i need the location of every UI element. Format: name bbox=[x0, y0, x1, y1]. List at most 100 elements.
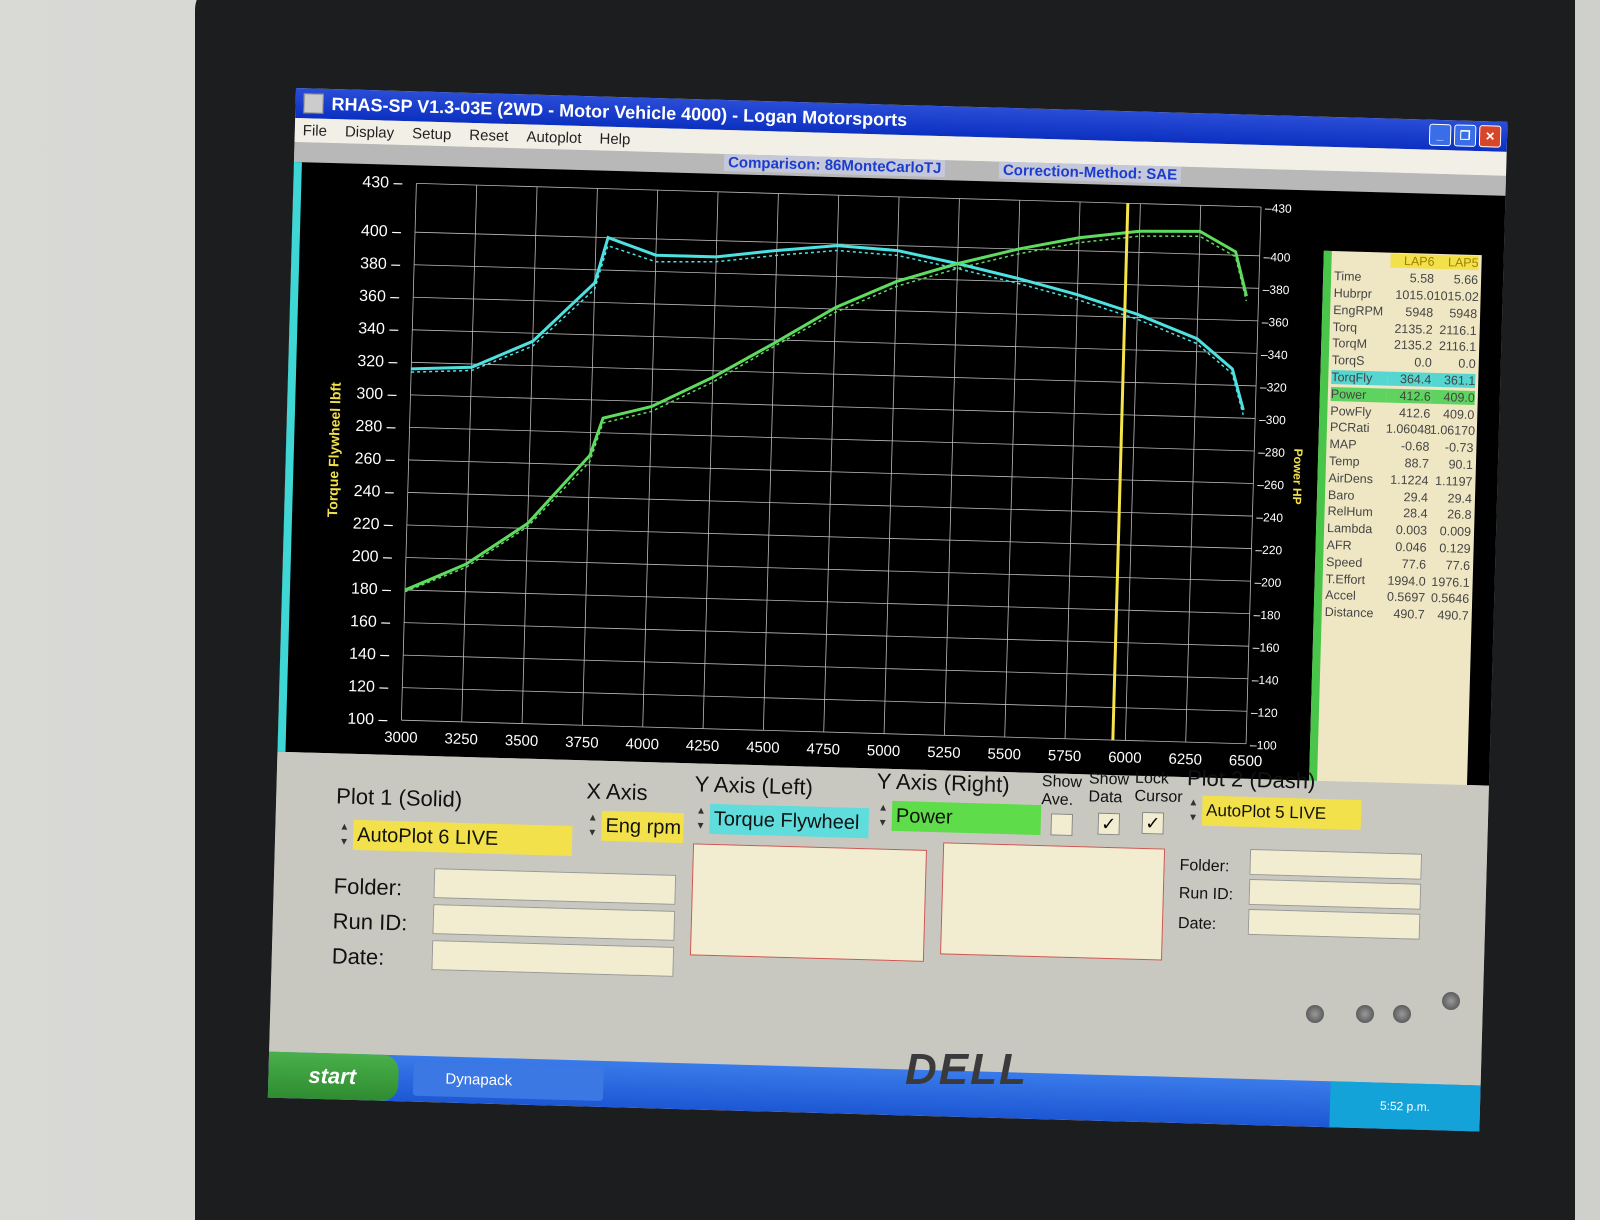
x-tick-label: 4250 bbox=[686, 737, 720, 755]
y-axis-left-spinner[interactable]: ▲ ▼ bbox=[695, 805, 707, 832]
plot1-select[interactable]: AutoPlot 6 LIVE bbox=[352, 819, 573, 856]
grid-line-y bbox=[414, 264, 1259, 289]
row-value: 29.4 bbox=[1403, 489, 1429, 505]
x-tick-label: 5000 bbox=[867, 742, 901, 760]
y-axis-right-spinner[interactable]: ▲ ▼ bbox=[877, 802, 889, 829]
grid-line-x bbox=[1004, 200, 1021, 738]
show-ave-checkbox[interactable] bbox=[1050, 813, 1074, 836]
row-label: Lambda bbox=[1326, 521, 1373, 537]
menu-help[interactable]: Help bbox=[599, 129, 631, 148]
plot2-date-field[interactable] bbox=[1247, 908, 1421, 940]
x-axis-select[interactable]: Eng rpm bbox=[601, 810, 684, 844]
row-value: 2116.1 bbox=[1438, 339, 1477, 355]
row-label: Power bbox=[1330, 386, 1388, 403]
x-tick-label: 3500 bbox=[505, 732, 539, 750]
y-right-tick-label: –120 bbox=[1251, 705, 1278, 720]
cursor-line[interactable] bbox=[1111, 203, 1130, 741]
minimize-button[interactable]: _ bbox=[1428, 123, 1452, 147]
close-button[interactable]: ✕ bbox=[1478, 125, 1502, 148]
power-button[interactable] bbox=[1442, 992, 1460, 1010]
plot2-label: Plot 2 (Dash) bbox=[1186, 765, 1316, 794]
grid-line-x bbox=[642, 190, 659, 727]
x-tick-label: 3250 bbox=[444, 730, 478, 748]
y-left-tick-label: 400 – bbox=[361, 223, 402, 241]
grid-line-y bbox=[416, 182, 1262, 208]
grid-line-y bbox=[408, 459, 1254, 484]
plot2-select[interactable]: AutoPlot 5 LIVE bbox=[1201, 795, 1362, 831]
row-value: 5.58 bbox=[1409, 271, 1435, 287]
show-data-checkbox[interactable]: ✓ bbox=[1097, 812, 1121, 836]
grid-line-x bbox=[883, 196, 900, 734]
grid-line-x bbox=[400, 183, 417, 721]
row-value: 0.129 bbox=[1439, 541, 1471, 556]
y-left-tick-label: 220 – bbox=[353, 515, 394, 533]
y-left-tick-label: 300 – bbox=[356, 385, 397, 403]
y-right-tick-label: –100 bbox=[1250, 738, 1277, 753]
row-label: TorqM bbox=[1332, 336, 1368, 352]
menu-display[interactable]: Display bbox=[344, 122, 395, 142]
plot2-runid-field[interactable] bbox=[1248, 878, 1422, 910]
dyno-chart[interactable]: 3000 3250 3500 3750 4000 4250 4500 4750 5000 5250… bbox=[285, 162, 1311, 780]
dell-logo: DELL bbox=[905, 1045, 1028, 1094]
y-right-tick-label: –220 bbox=[1255, 543, 1282, 558]
row-value: -0.73 bbox=[1444, 440, 1474, 456]
grid-line-x bbox=[823, 195, 840, 732]
row-value: 1994.0 bbox=[1387, 573, 1426, 589]
lock-cursor-checkbox[interactable]: ✓ bbox=[1141, 811, 1165, 835]
x-tick-label: 6500 bbox=[1229, 752, 1263, 770]
plot1-date-field[interactable] bbox=[431, 940, 675, 977]
plot1-spinner[interactable]: ▲ ▼ bbox=[338, 821, 350, 848]
screen: RHAS-SP V1.3-03E (2WD - Motor Vehicle 40… bbox=[267, 88, 1508, 1132]
y-axis-left-select[interactable]: Torque Flywheel bbox=[709, 803, 870, 839]
row-value: 490.7 bbox=[1393, 606, 1425, 622]
taskbar-item-dynapack[interactable]: Dynapack bbox=[412, 1061, 604, 1101]
plot2-folder-field[interactable] bbox=[1249, 848, 1423, 880]
plot1-folder-field[interactable] bbox=[433, 868, 677, 905]
row-value: 409.0 bbox=[1430, 389, 1476, 405]
grid-line-y bbox=[406, 524, 1252, 549]
y-axis-right-select[interactable]: Power bbox=[891, 800, 1042, 836]
y-left-tick-label: 240 – bbox=[353, 483, 394, 501]
row-label: TorqFly bbox=[1331, 369, 1388, 386]
row-value: 0.5697 bbox=[1386, 589, 1426, 606]
row-value: 5948 bbox=[1405, 304, 1434, 320]
y-right-tick-label: –300 bbox=[1259, 413, 1286, 428]
maximize-button[interactable]: ❐ bbox=[1453, 124, 1477, 147]
row-value: 90.1 bbox=[1448, 457, 1474, 472]
grid-line-y bbox=[404, 622, 1249, 647]
y-left-axis-title: Torque Flywheel lbft bbox=[324, 382, 344, 518]
x-tick-label: 3000 bbox=[384, 729, 418, 747]
grid-line-y bbox=[415, 231, 1260, 257]
show-ave-label: Show Ave. bbox=[1041, 773, 1083, 809]
plot1-runid-field[interactable] bbox=[432, 904, 676, 941]
row-value: LAP6 bbox=[1390, 254, 1435, 270]
plot2-runid-label: Run ID: bbox=[1178, 884, 1234, 904]
plot1-date-label: Date: bbox=[331, 943, 385, 970]
x-axis-spinner[interactable]: ▲ ▼ bbox=[587, 812, 598, 839]
row-label: TorqS bbox=[1331, 353, 1365, 369]
plot2-spinner[interactable]: ▲ ▼ bbox=[1187, 797, 1199, 824]
grid-line-y bbox=[402, 687, 1247, 712]
monitor-button[interactable] bbox=[1356, 1005, 1374, 1023]
plot-controls: Plot 1 (Solid) ▲ ▼ AutoPlot 6 LIVE Folder… bbox=[269, 751, 1489, 1086]
grid-line-x bbox=[521, 186, 538, 724]
grid-line-y bbox=[405, 589, 1250, 615]
y-left-info-box bbox=[689, 843, 927, 962]
start-button[interactable]: start bbox=[267, 1051, 400, 1102]
monitor-button[interactable] bbox=[1306, 1005, 1324, 1023]
plot1-runid-label: Run ID: bbox=[332, 908, 408, 936]
menu-reset[interactable]: Reset bbox=[469, 126, 509, 145]
menu-file[interactable]: File bbox=[302, 121, 328, 140]
grid-line-x bbox=[1185, 205, 1202, 743]
y-left-tick-label: 360 – bbox=[359, 288, 400, 306]
grid-line-y bbox=[403, 654, 1248, 680]
plot2-folder-label: Folder: bbox=[1179, 856, 1230, 876]
menu-setup[interactable]: Setup bbox=[411, 124, 452, 143]
menu-autoplot[interactable]: Autoplot bbox=[526, 127, 582, 147]
y-right-tick-label: –400 bbox=[1263, 250, 1290, 265]
monitor-button[interactable] bbox=[1393, 1005, 1411, 1023]
grid-line-y bbox=[405, 557, 1251, 582]
app-icon bbox=[303, 93, 324, 114]
y-left-tick-label: 280 – bbox=[355, 418, 396, 436]
row-label: Torq bbox=[1332, 319, 1358, 335]
